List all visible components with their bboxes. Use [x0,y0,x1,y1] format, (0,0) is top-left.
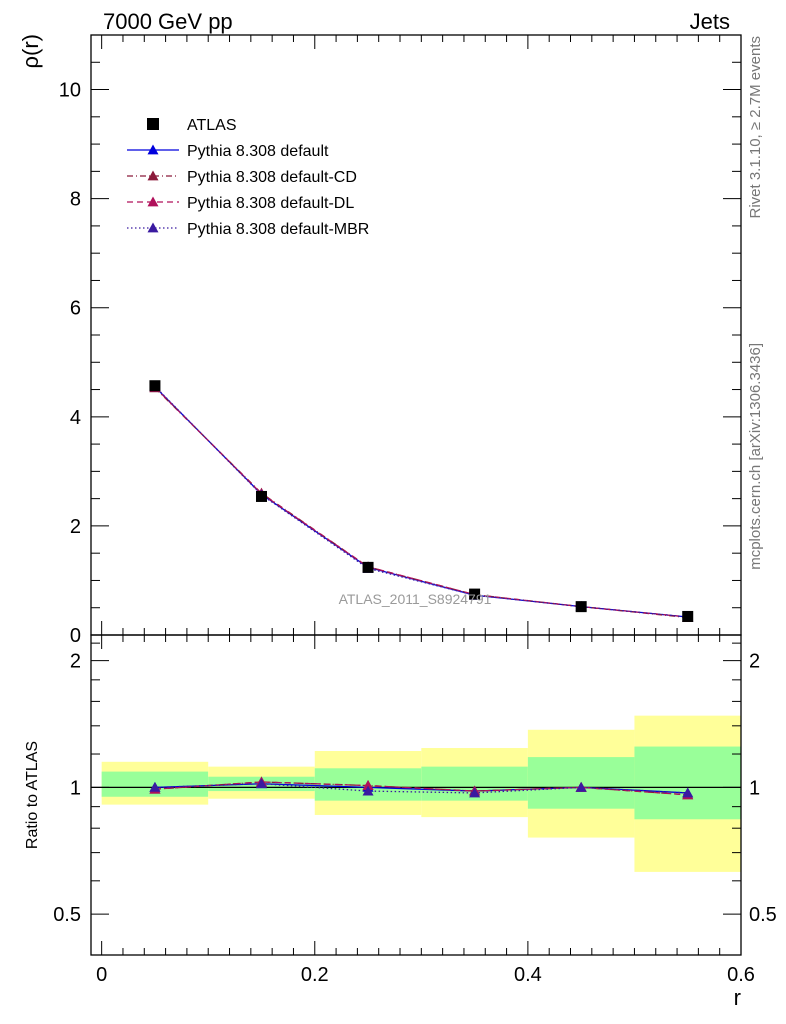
atlas-data-point [149,380,161,392]
legend-label: Pythia 8.308 default-MBR [187,221,369,238]
analysis-watermark: ATLAS_2011_S8924791 [339,591,492,607]
ratio-band-inner [634,746,741,820]
x-tick-label: 0.6 [727,964,755,986]
ratio-plot-frame [90,634,742,956]
mc-main-line-1 [154,387,688,619]
atlas-data-point [469,588,481,600]
rivet-label: Rivet 3.1.10, ≥ 2.7M events [747,36,764,219]
mc-ratio-point [149,781,161,792]
x-axis-label: r [734,985,741,1010]
y-tick-label: 2 [70,516,81,538]
mc-main-line-2 [154,386,688,618]
ratio-y-axis-label: Ratio to ATLAS [24,741,41,849]
legend-marker [147,144,159,155]
legend: ATLAS Pythia 8.308 default Pythia 8.308 de… [127,117,369,238]
ratio-uncertainty-bands [91,715,741,872]
header-right: Jets [690,9,730,34]
main-y-axis-label: ρ(r) [18,34,43,69]
y-tick-label: 8 [70,189,81,211]
atlas-data-point [575,601,587,613]
mc-ratio-point [575,781,587,792]
legend-label: Pythia 8.308 default-CD [187,169,357,186]
y-tick-label: 6 [70,298,81,320]
legend-marker [147,170,159,181]
ratio-y-tick-label-right: 1 [749,777,760,799]
ratio-y-tick-label-right: 0.5 [749,904,777,926]
atlas-data-point [682,610,694,622]
x-tick-label: 0.4 [514,964,542,986]
ratio-y-tick-label: 0.5 [53,904,81,926]
ratio-y-tick-label: 1 [70,777,81,799]
ratio-y-tick-label-right: 2 [749,651,760,673]
legend-label: Pythia 8.308 default-DL [187,195,354,212]
atlas-data-point [255,490,267,502]
mc-ratio-point [682,787,694,798]
y-tick-label: 4 [70,407,81,429]
legend-label: Pythia 8.308 default [187,143,329,160]
mc-ratio-point [362,785,374,796]
y-tick-label: 10 [59,80,81,102]
x-tick-label: 0.2 [301,964,329,986]
atlas-data-point [362,561,374,573]
legend-marker [147,196,159,207]
legend-marker [147,222,159,233]
legend-label: ATLAS [187,117,237,134]
mc-ratio-point [362,780,374,790]
mc-ratio-point [255,778,267,789]
x-tick-label: 0 [96,964,107,986]
mc-main-line-3 [154,385,688,618]
header-left: 7000 GeV pp [103,9,233,34]
mc-ratio-line-3 [154,783,688,794]
ratio-y-tick-label: 2 [70,651,81,673]
mc-ratio-point [469,787,481,798]
y-tick-label: 0 [70,625,81,647]
legend-marker-atlas [147,118,159,130]
mcplots-label: mcplots.cern.ch [arXiv:1306.3436] [747,343,764,570]
